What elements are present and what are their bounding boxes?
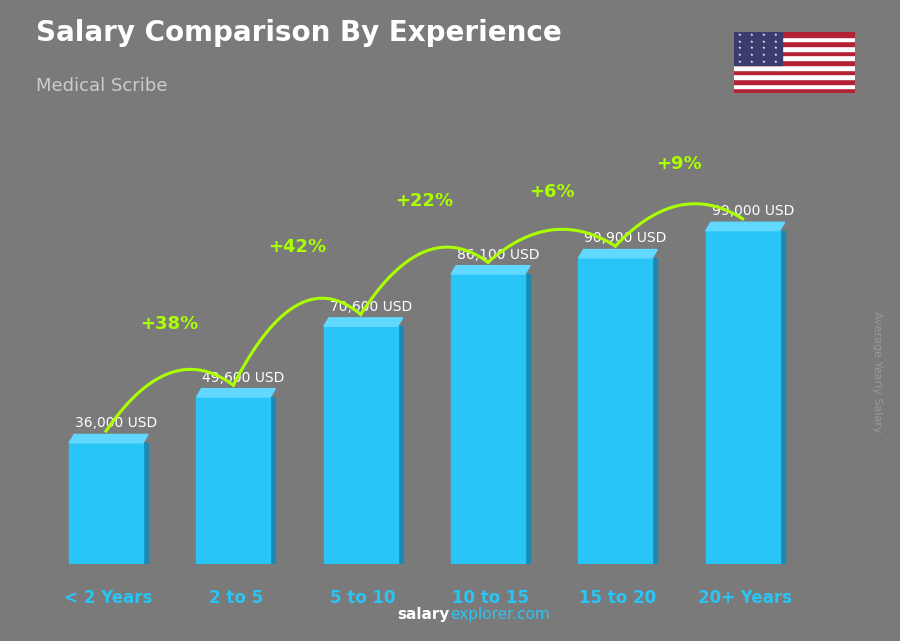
Text: 10 to 15: 10 to 15 [452, 589, 529, 607]
Text: ★: ★ [762, 53, 766, 57]
Text: +9%: +9% [656, 155, 702, 174]
Text: ★: ★ [750, 40, 753, 44]
Text: +6%: +6% [529, 183, 574, 201]
Bar [734, 51, 855, 56]
Text: 2 to 5: 2 to 5 [209, 589, 263, 607]
Text: ★: ★ [762, 46, 766, 51]
Bar [734, 65, 855, 69]
Polygon shape [451, 265, 530, 274]
Text: ★: ★ [738, 46, 742, 51]
Bar [734, 32, 855, 37]
Polygon shape [652, 258, 657, 564]
Polygon shape [398, 326, 402, 564]
Polygon shape [69, 435, 148, 443]
Text: 99,000 USD: 99,000 USD [712, 204, 794, 218]
Text: Salary Comparison By Experience: Salary Comparison By Experience [36, 19, 562, 47]
Text: ★: ★ [750, 46, 753, 51]
Text: 5 to 10: 5 to 10 [330, 589, 396, 607]
Text: explorer.com: explorer.com [450, 607, 550, 622]
Text: +38%: +38% [140, 315, 199, 333]
Polygon shape [451, 274, 525, 564]
Bar [734, 37, 855, 42]
Text: ★: ★ [762, 60, 766, 63]
Text: ★: ★ [750, 53, 753, 57]
Text: ★: ★ [738, 60, 742, 63]
Bar [734, 32, 782, 65]
Text: 20+ Years: 20+ Years [698, 589, 792, 607]
Bar [734, 60, 855, 65]
Polygon shape [69, 443, 143, 564]
Polygon shape [196, 388, 275, 397]
Text: ★: ★ [750, 60, 753, 63]
Text: ★: ★ [774, 46, 778, 51]
Polygon shape [270, 397, 275, 564]
Text: 90,900 USD: 90,900 USD [584, 231, 667, 246]
Bar [734, 74, 855, 79]
Bar [734, 88, 855, 93]
Text: 70,600 USD: 70,600 USD [329, 300, 412, 314]
Polygon shape [196, 397, 270, 564]
Text: 36,000 USD: 36,000 USD [75, 417, 158, 430]
Bar [734, 79, 855, 83]
Polygon shape [143, 443, 148, 564]
Bar [734, 42, 855, 46]
Bar [734, 56, 855, 60]
Text: ★: ★ [774, 53, 778, 57]
Text: ★: ★ [762, 33, 766, 37]
Text: ★: ★ [738, 53, 742, 57]
Bar [734, 69, 855, 74]
Text: 86,100 USD: 86,100 USD [457, 247, 539, 262]
Text: ★: ★ [774, 60, 778, 63]
Text: +42%: +42% [268, 238, 326, 256]
Text: ★: ★ [750, 33, 753, 37]
Polygon shape [779, 231, 785, 564]
Text: ★: ★ [738, 40, 742, 44]
Text: < 2 Years: < 2 Years [65, 589, 153, 607]
Polygon shape [525, 274, 530, 564]
Text: +22%: +22% [395, 192, 454, 210]
Polygon shape [324, 318, 402, 326]
Bar [734, 46, 855, 51]
Polygon shape [579, 258, 652, 564]
Text: Average Yearly Salary: Average Yearly Salary [872, 311, 883, 433]
Polygon shape [324, 326, 398, 564]
Text: 49,600 USD: 49,600 USD [202, 370, 284, 385]
Text: Medical Scribe: Medical Scribe [36, 77, 167, 95]
Text: 15 to 20: 15 to 20 [580, 589, 656, 607]
Bar [734, 83, 855, 88]
Polygon shape [706, 231, 779, 564]
Polygon shape [706, 222, 785, 231]
Text: ★: ★ [762, 40, 766, 44]
Text: ★: ★ [738, 33, 742, 37]
Text: ★: ★ [774, 33, 778, 37]
Polygon shape [579, 249, 657, 258]
Text: ★: ★ [774, 40, 778, 44]
Text: salary: salary [398, 607, 450, 622]
